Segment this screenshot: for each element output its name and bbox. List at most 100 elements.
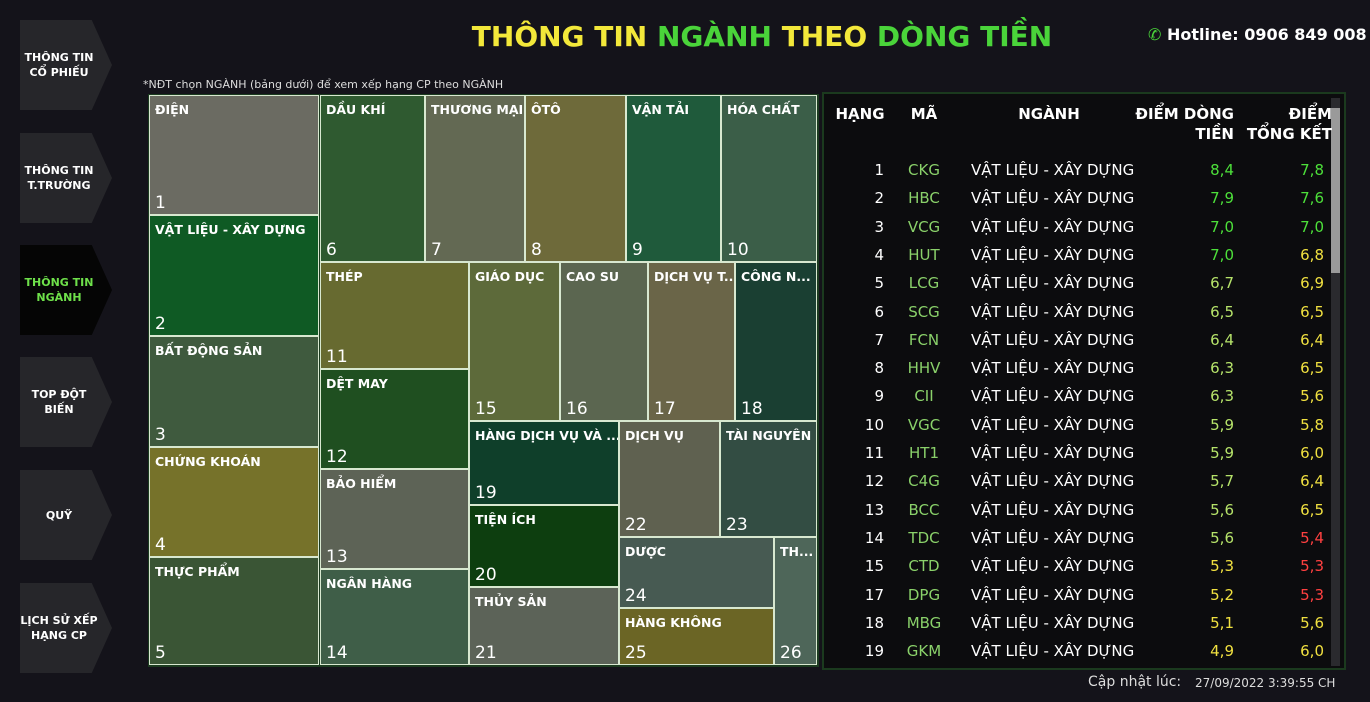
flow-score-cell: 5,9: [1210, 415, 1234, 434]
total-score-cell: 7,0: [1300, 217, 1324, 236]
nav-button[interactable]: THÔNG TIN T.TRƯỜNG: [20, 133, 112, 223]
code-cell[interactable]: BCC: [908, 500, 940, 519]
code-cell[interactable]: VCG: [907, 217, 941, 236]
tile-label: THỰC PHẨM: [155, 564, 240, 579]
code-cell[interactable]: FCN: [908, 330, 940, 349]
code-cell[interactable]: TDC: [908, 528, 940, 547]
flow-score-cell: 5,9: [1210, 444, 1234, 462]
treemap-tile[interactable]: HÀNG KHÔNG 25: [619, 608, 774, 665]
tile-rank: 5: [155, 643, 166, 663]
code-cell[interactable]: HBC: [908, 189, 940, 208]
tile-label: CHỨNG KHOÁN: [155, 454, 261, 469]
rank-cell: 18: [864, 613, 884, 632]
rank-cell: 1: [874, 161, 884, 179]
code-cell[interactable]: GKM: [906, 642, 942, 661]
code-cell[interactable]: VGC: [907, 415, 941, 434]
treemap-tile[interactable]: DỆT MAY 12: [320, 369, 469, 469]
total-score-cell: 5,3: [1300, 585, 1324, 604]
flow-score-cell: 5,6: [1210, 500, 1234, 519]
treemap-tile[interactable]: TIỆN ÍCH 20: [469, 505, 619, 587]
sector-cell: VẬT LIỆU - XÂY DỰNG: [971, 217, 1135, 236]
treemap: ĐIỆN 1 VẬT LIỆU - XÂY DỰNG 2 BẤT ĐỘNG SẢN 3 CH…: [148, 94, 819, 667]
treemap-tile[interactable]: CHỨNG KHOÁN 4: [149, 447, 319, 557]
code-cell[interactable]: HT1: [909, 444, 939, 462]
column-header: ĐIỂM DÒNG TIỀN: [1135, 105, 1234, 143]
treemap-tile[interactable]: THỰC PHẨM 5: [149, 557, 319, 665]
update-label: Cập nhật lúc:: [1088, 674, 1182, 690]
treemap-tile[interactable]: DỊCH VỤ 22: [619, 421, 720, 537]
tile-label: ÔTÔ: [531, 102, 561, 117]
treemap-tile[interactable]: HÀNG DỊCH VỤ VÀ ... 19: [469, 421, 619, 505]
nav-button[interactable]: QUỸ: [20, 470, 112, 560]
treemap-tile[interactable]: CÔNG N... 18: [735, 262, 817, 421]
nav-button[interactable]: LỊCH SỬ XẾP HẠNG CP: [20, 583, 112, 673]
rank-cell: 15: [864, 557, 884, 576]
treemap-tile[interactable]: BẤT ĐỘNG SẢN 3: [149, 336, 319, 447]
treemap-tile[interactable]: THƯƠNG MẠI 7: [425, 95, 525, 262]
nav-button[interactable]: THÔNG TIN NGÀNH: [20, 245, 112, 335]
nav-button[interactable]: THÔNG TIN CỔ PHIẾU: [20, 20, 112, 110]
tile-rank: 15: [475, 399, 497, 419]
total-score-cell: 5,3: [1300, 557, 1324, 576]
code-cell[interactable]: CII: [914, 387, 934, 406]
code-cell[interactable]: SCG: [908, 302, 940, 321]
flow-score-cell: 7,9: [1210, 189, 1234, 208]
tile-label: GIÁO DỤC: [475, 269, 545, 284]
tile-label: DẦU KHÍ: [326, 102, 386, 117]
tile-label: THỦY SẢN: [475, 594, 547, 609]
treemap-tile[interactable]: VẬN TẢI 9: [626, 95, 721, 262]
flow-score-cell: 6,4: [1210, 330, 1234, 349]
tile-rank: 19: [475, 483, 497, 503]
tile-rank: 13: [326, 547, 348, 567]
treemap-tile[interactable]: TÀI NGUYÊN 23: [720, 421, 817, 537]
code-cell[interactable]: HUT: [908, 245, 940, 264]
treemap-tile[interactable]: THÉP 11: [320, 262, 469, 369]
treemap-tile[interactable]: DỊCH VỤ T... 17: [648, 262, 735, 421]
total-score-cell: 5,4: [1300, 528, 1324, 547]
total-score-cell: 6,0: [1300, 642, 1324, 661]
treemap-tile[interactable]: DẦU KHÍ 6: [320, 95, 425, 262]
tile-label: BẢO HIỂM: [326, 476, 397, 491]
code-cell[interactable]: HHV: [907, 359, 941, 378]
treemap-tile[interactable]: VẬT LIỆU - XÂY DỰNG 2: [149, 215, 319, 336]
sector-cell: VẬT LIỆU - XÂY DỰNG: [971, 415, 1135, 434]
sector-cell: VẬT LIỆU - XÂY DỰNG: [971, 472, 1135, 491]
code-cell[interactable]: C4G: [908, 472, 940, 491]
treemap-tile[interactable]: ÔTÔ 8: [525, 95, 626, 262]
scrollbar[interactable]: [1331, 98, 1340, 666]
rank-cell: 14: [864, 528, 884, 547]
treemap-tile[interactable]: ĐIỆN 1: [149, 95, 319, 215]
code-cell[interactable]: CKG: [908, 161, 940, 179]
rank-cell: 6: [874, 302, 884, 321]
sector-cell: VẬT LIỆU - XÂY DỰNG: [971, 642, 1135, 661]
total-score-cell: 7,6: [1300, 189, 1324, 208]
tile-rank: 26: [780, 643, 802, 663]
tile-rank: 2: [155, 314, 166, 334]
code-cell[interactable]: DPG: [907, 585, 941, 604]
treemap-tile[interactable]: HÓA CHẤT 10: [721, 95, 817, 262]
total-score-cell: 5,8: [1300, 415, 1324, 434]
treemap-tile[interactable]: CAO SU 16: [560, 262, 648, 421]
code-cell[interactable]: CTD: [908, 557, 940, 576]
treemap-tile[interactable]: BẢO HIỂM 13: [320, 469, 469, 569]
rank-cell: 13: [864, 500, 884, 519]
code-cell[interactable]: MBG: [906, 613, 942, 632]
treemap-tile[interactable]: TH... 26: [774, 537, 817, 665]
tile-label: HÀNG KHÔNG: [625, 615, 722, 630]
treemap-tile[interactable]: NGÂN HÀNG 14: [320, 569, 469, 665]
flow-score-cell: 7,0: [1210, 245, 1234, 264]
total-score-cell: 6,8: [1300, 245, 1324, 264]
rank-cell: 17: [864, 585, 884, 604]
code-cell[interactable]: LCG: [908, 274, 940, 293]
sector-cell: VẬT LIỆU - XÂY DỰNG: [971, 302, 1135, 321]
treemap-tile[interactable]: GIÁO DỤC 15: [469, 262, 560, 421]
flow-score-cell: 5,3: [1210, 557, 1234, 576]
total-score-cell: 6,5: [1300, 359, 1324, 378]
treemap-tile[interactable]: THỦY SẢN 21: [469, 587, 619, 665]
nav-button[interactable]: TOP ĐỘT BIẾN: [20, 357, 112, 447]
column-header: ĐIỂM TỔNG KẾT: [1246, 105, 1332, 143]
treemap-tile[interactable]: DƯỢC 24: [619, 537, 774, 608]
tile-rank: 12: [326, 447, 348, 467]
flow-score-cell: 8,4: [1210, 161, 1234, 179]
flow-score-cell: 5,6: [1210, 528, 1234, 547]
